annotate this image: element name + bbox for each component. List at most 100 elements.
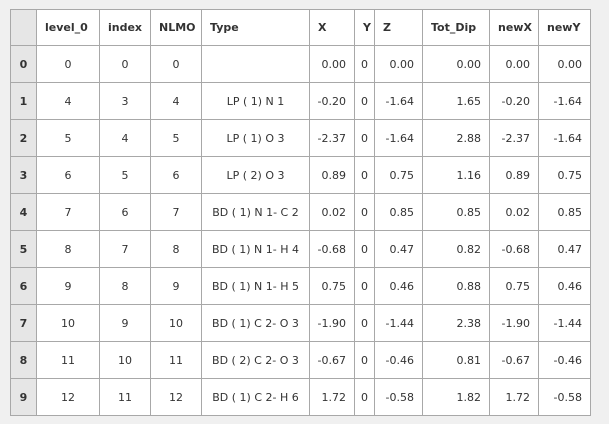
row-index-cell: 5 — [10, 230, 37, 268]
table-row: 7 10 9 10 BD ( 1) C 2- O 3 -1.90 0 -1.44 2.38 -1.… — [10, 304, 591, 342]
index-corner-cell — [10, 9, 37, 46]
cell-type: BD ( 1) N 1- C 2 — [201, 193, 310, 231]
cell-z: 0.46 — [374, 267, 423, 305]
cell-newx: -1.90 — [489, 304, 539, 342]
table-row: 9 12 11 12 BD ( 1) C 2- H 6 1.72 0 -0.58 1.82 1.7… — [10, 378, 591, 416]
cell-NLMO: 4 — [150, 82, 202, 120]
cell-type: LP ( 1) O 3 — [201, 119, 310, 157]
row-index-cell: 4 — [10, 193, 37, 231]
table-row: 4 7 6 7 BD ( 1) N 1- C 2 0.02 0 0.85 0.85 0.02 0.8… — [10, 193, 591, 231]
cell-newy: 0.00 — [538, 45, 591, 83]
cell-y: 0 — [354, 230, 375, 268]
cell-level_0: 5 — [36, 119, 100, 157]
cell-newx: 1.72 — [489, 378, 539, 416]
cell-tot_dip: 1.16 — [422, 156, 490, 194]
cell-newy: 0.75 — [538, 156, 591, 194]
cell-index: 5 — [99, 156, 151, 194]
cell-level_0: 10 — [36, 304, 100, 342]
cell-level_0: 11 — [36, 341, 100, 379]
cell-tot_dip: 0.88 — [422, 267, 490, 305]
cell-NLMO: 7 — [150, 193, 202, 231]
cell-index: 6 — [99, 193, 151, 231]
dataframe-table: level_0 index NLMO Type X Y Z Tot_Dip ne… — [10, 9, 591, 416]
cell-x: -1.90 — [309, 304, 355, 342]
cell-z: 0.75 — [374, 156, 423, 194]
cell-index: 7 — [99, 230, 151, 268]
cell-index: 4 — [99, 119, 151, 157]
cell-z: -0.58 — [374, 378, 423, 416]
row-index-cell: 1 — [10, 82, 37, 120]
cell-level_0: 0 — [36, 45, 100, 83]
cell-NLMO: 8 — [150, 230, 202, 268]
cell-tot_dip: 2.88 — [422, 119, 490, 157]
cell-newy: 0.47 — [538, 230, 591, 268]
cell-x: -0.68 — [309, 230, 355, 268]
cell-tot_dip: 0.00 — [422, 45, 490, 83]
cell-newx: 0.89 — [489, 156, 539, 194]
table-row: 6 9 8 9 BD ( 1) N 1- H 5 0.75 0 0.46 0.88 0.75 0.4… — [10, 267, 591, 305]
cell-NLMO: 11 — [150, 341, 202, 379]
cell-z: 0.47 — [374, 230, 423, 268]
cell-z: 0.00 — [374, 45, 423, 83]
cell-newx: 0.02 — [489, 193, 539, 231]
row-index-cell: 6 — [10, 267, 37, 305]
cell-y: 0 — [354, 378, 375, 416]
row-index-cell: 2 — [10, 119, 37, 157]
table-row: 8 11 10 11 BD ( 2) C 2- O 3 -0.67 0 -0.46 0.81 -0… — [10, 341, 591, 379]
cell-x: 0.00 — [309, 45, 355, 83]
row-index-cell: 0 — [10, 45, 37, 83]
cell-tot_dip: 0.81 — [422, 341, 490, 379]
cell-NLMO: 5 — [150, 119, 202, 157]
cell-z: -1.64 — [374, 119, 423, 157]
col-header-Z: Z — [374, 9, 423, 46]
row-index-cell: 8 — [10, 341, 37, 379]
cell-type: BD ( 1) C 2- O 3 — [201, 304, 310, 342]
cell-x: 0.02 — [309, 193, 355, 231]
col-header-index: index — [99, 9, 151, 46]
cell-x: 1.72 — [309, 378, 355, 416]
row-index-cell: 9 — [10, 378, 37, 416]
cell-y: 0 — [354, 341, 375, 379]
table-row: 1 4 3 4 LP ( 1) N 1 -0.20 0 -1.64 1.65 -0.20 -1.64 — [10, 82, 591, 120]
dataframe-container: level_0 index NLMO Type X Y Z Tot_Dip ne… — [10, 9, 591, 416]
cell-NLMO: 12 — [150, 378, 202, 416]
cell-type: BD ( 1) N 1- H 4 — [201, 230, 310, 268]
cell-x: 0.75 — [309, 267, 355, 305]
cell-newx: 0.75 — [489, 267, 539, 305]
col-header-NLMO: NLMO — [150, 9, 202, 46]
cell-type: LP ( 1) N 1 — [201, 82, 310, 120]
cell-x: -2.37 — [309, 119, 355, 157]
cell-x: -0.67 — [309, 341, 355, 379]
table-row: 2 5 4 5 LP ( 1) O 3 -2.37 0 -1.64 2.88 -2.37 -1.64 — [10, 119, 591, 157]
cell-level_0: 4 — [36, 82, 100, 120]
col-header-newY: newY — [538, 9, 591, 46]
row-index-cell: 7 — [10, 304, 37, 342]
cell-index: 8 — [99, 267, 151, 305]
cell-x: 0.89 — [309, 156, 355, 194]
cell-type — [201, 45, 310, 83]
cell-index: 9 — [99, 304, 151, 342]
cell-NLMO: 10 — [150, 304, 202, 342]
cell-index: 10 — [99, 341, 151, 379]
cell-tot_dip: 0.85 — [422, 193, 490, 231]
cell-newx: 0.00 — [489, 45, 539, 83]
col-header-Y: Y — [354, 9, 375, 46]
col-header-level_0: level_0 — [36, 9, 100, 46]
cell-level_0: 9 — [36, 267, 100, 305]
cell-z: -0.46 — [374, 341, 423, 379]
cell-level_0: 12 — [36, 378, 100, 416]
col-header-Type: Type — [201, 9, 310, 46]
table-row: 5 8 7 8 BD ( 1) N 1- H 4 -0.68 0 0.47 0.82 -0.68 0… — [10, 230, 591, 268]
cell-index: 11 — [99, 378, 151, 416]
cell-NLMO: 0 — [150, 45, 202, 83]
cell-tot_dip: 1.65 — [422, 82, 490, 120]
cell-level_0: 8 — [36, 230, 100, 268]
cell-NLMO: 9 — [150, 267, 202, 305]
cell-type: BD ( 2) C 2- O 3 — [201, 341, 310, 379]
cell-newx: -0.67 — [489, 341, 539, 379]
cell-y: 0 — [354, 156, 375, 194]
cell-y: 0 — [354, 45, 375, 83]
col-header-X: X — [309, 9, 355, 46]
cell-newy: 0.85 — [538, 193, 591, 231]
cell-z: 0.85 — [374, 193, 423, 231]
